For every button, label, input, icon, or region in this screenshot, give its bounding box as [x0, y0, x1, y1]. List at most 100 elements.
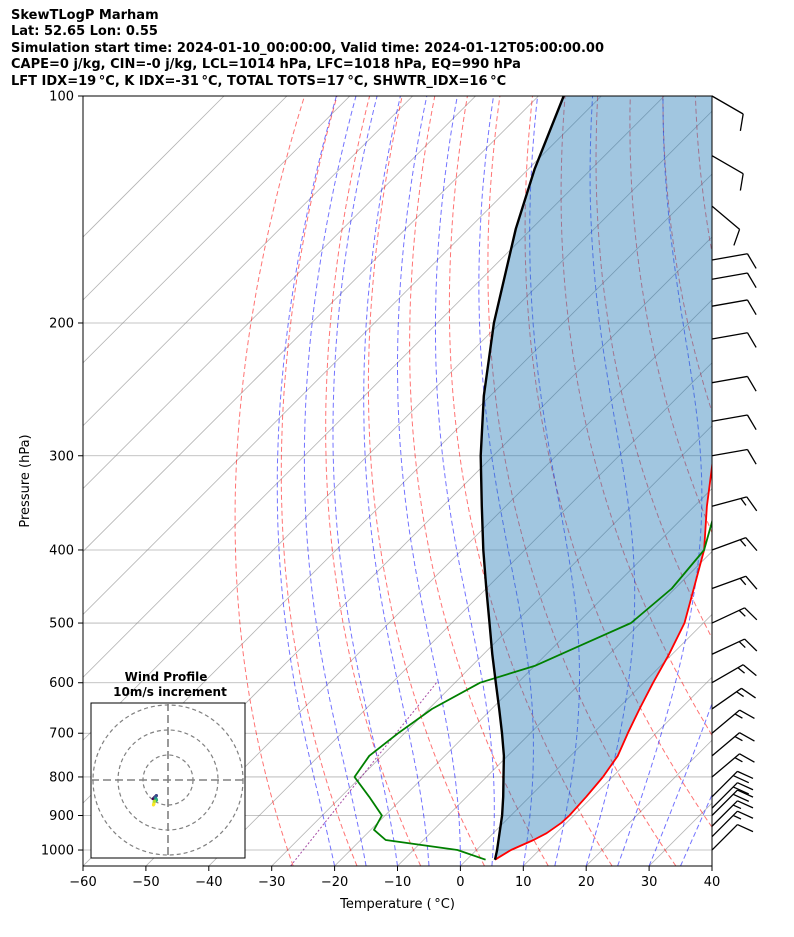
wind-barb-half-flag	[736, 691, 744, 698]
wind-barb-half-flag	[734, 757, 743, 763]
wind-barb-staff	[711, 810, 738, 838]
isotherm-line	[208, 362, 712, 866]
x-tick-label: −20	[321, 875, 348, 890]
x-tick-label: 20	[578, 875, 595, 890]
wind-barb-half-flag	[738, 641, 746, 649]
wind-barb-staff	[711, 253, 748, 261]
moist-adiabat-line	[478, 96, 534, 866]
wind-barb-flag	[745, 537, 758, 552]
wind-barb-flag	[732, 774, 750, 784]
isotherm-line	[83, 96, 665, 678]
dry-adiabat-line	[487, 96, 677, 866]
isotherm-line	[83, 96, 288, 301]
wind-barb-flag	[746, 496, 758, 512]
wind-barb-flag	[737, 770, 754, 780]
isotherm-line	[145, 299, 712, 866]
wind-barb-half-flag	[739, 577, 747, 586]
wind-barb-flag	[737, 810, 754, 819]
wind-barb-flag	[739, 113, 744, 131]
wind-barb-flag	[746, 376, 757, 392]
wind-barb	[711, 810, 754, 838]
wind-barb-staff	[711, 575, 747, 590]
wind-barb-staff	[711, 272, 748, 280]
dry-adiabat-line	[524, 96, 712, 829]
wind-barb	[711, 155, 744, 191]
x-axis-label: Temperature ( °C)	[339, 897, 455, 912]
wind-barb-flag	[746, 272, 757, 289]
wind-barb-half-flag	[734, 735, 743, 742]
x-tick-label: 0	[456, 875, 464, 890]
wind-barb	[711, 299, 757, 315]
wind-barb	[711, 375, 757, 392]
wind-barb-flag	[742, 664, 757, 677]
wind-barb-half-flag	[737, 667, 745, 674]
wind-barb	[711, 638, 758, 655]
wind-barb-staff	[711, 789, 738, 816]
wind-barb-staff	[711, 95, 744, 115]
isotherm-line	[83, 96, 476, 490]
wind-barb-staff	[711, 824, 738, 851]
wind-barb-staff	[711, 155, 744, 175]
y-tick-label: 100	[49, 90, 74, 105]
moist-adiabat-line	[397, 96, 461, 866]
wind-barb-flag	[746, 253, 757, 269]
y-tick-label: 700	[49, 727, 74, 742]
wind-barb	[711, 448, 757, 465]
wind-barb-staff	[711, 537, 747, 551]
isotherm-line	[83, 96, 602, 615]
wind-barb	[711, 753, 755, 778]
x-tick-label: 40	[704, 875, 721, 890]
y-tick-label: 300	[49, 449, 74, 464]
wind-barb-flag	[739, 753, 755, 763]
wind-barb-staff	[711, 414, 748, 422]
moist-adiabat-line	[363, 96, 430, 866]
isotherm-line	[397, 550, 712, 866]
moist-adiabat-line	[529, 96, 580, 866]
x-tick-label: −30	[258, 875, 285, 890]
wind-barb	[711, 607, 758, 624]
wind-barb-staff	[711, 732, 740, 757]
isotherm-line	[83, 96, 225, 238]
dry-adiabat-line	[662, 96, 712, 414]
wind-barb-half-flag	[734, 713, 743, 719]
wind-barb-flag	[739, 709, 755, 720]
wind-barb-flag	[737, 782, 754, 791]
x-tick-label: −10	[384, 875, 411, 890]
temperature-line	[494, 459, 712, 861]
isotherm-line	[83, 96, 413, 427]
wind-barb	[711, 770, 754, 798]
wind-barb-half-flag	[732, 814, 742, 820]
isotherm-line	[460, 613, 712, 866]
dry-adiabat-line	[367, 96, 485, 866]
dry-adiabat-line	[560, 96, 712, 737]
y-tick-label: 800	[49, 770, 74, 785]
wind-barb-staff	[711, 205, 740, 230]
dry-adiabat-line	[280, 96, 358, 866]
wind-barb	[711, 575, 758, 590]
moist-adiabat-line	[332, 96, 398, 866]
moist-adiabat-line	[617, 96, 703, 866]
wind-barb	[711, 332, 757, 348]
wind-barb-half-flag	[732, 804, 742, 810]
parcel-path-line	[479, 96, 565, 860]
wind-barb	[711, 253, 757, 269]
wind-barb	[711, 782, 754, 809]
x-tick-label: −40	[195, 875, 222, 890]
dry-adiabat-line	[448, 96, 613, 866]
chart-title: SkewTLogP Marham	[11, 8, 159, 23]
wind-barb	[711, 664, 757, 684]
wind-barb	[711, 414, 757, 431]
wind-barb-staff	[711, 800, 738, 827]
moist-adiabat-line	[648, 702, 712, 866]
wind-barb-flag	[746, 449, 757, 465]
dry-adiabat-line	[761, 96, 794, 866]
wind-barb	[711, 823, 754, 851]
wind-barb-staff	[711, 448, 748, 457]
dry-adiabat-line	[629, 96, 712, 534]
location-line: Lat: 52.65 Lon: 0.55	[11, 24, 158, 40]
wind-barb	[711, 496, 758, 512]
wind-barb-flag	[741, 687, 756, 699]
isotherm-line	[271, 425, 712, 866]
y-tick-label: 1000	[41, 844, 74, 859]
